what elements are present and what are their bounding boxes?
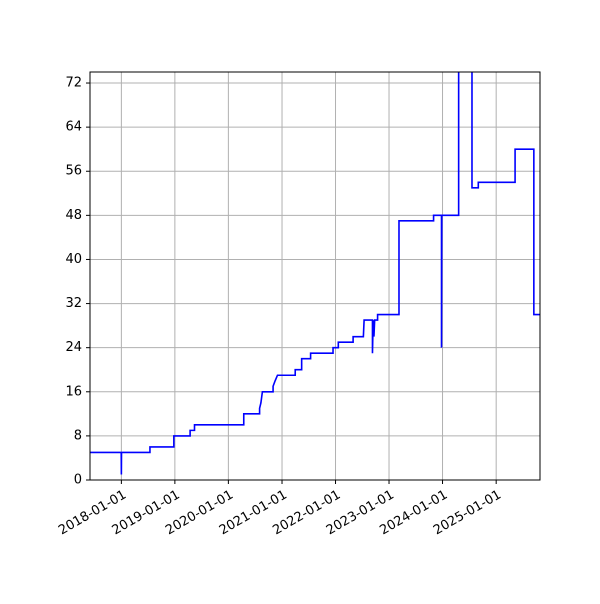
y-tick-label: 48 [65,208,82,223]
y-tick-label: 8 [74,428,82,443]
y-tick-label: 16 [65,384,82,399]
y-tick-label: 24 [65,340,82,355]
y-tick-label: 56 [65,164,82,179]
y-tick-label: 32 [65,296,82,311]
plot-frame [89,71,541,481]
y-tick-label: 0 [74,473,82,488]
y-tick-label: 64 [65,120,82,135]
y-tick-label: 40 [65,252,82,267]
y-tick-label: 72 [65,76,82,91]
data-line [90,72,540,475]
